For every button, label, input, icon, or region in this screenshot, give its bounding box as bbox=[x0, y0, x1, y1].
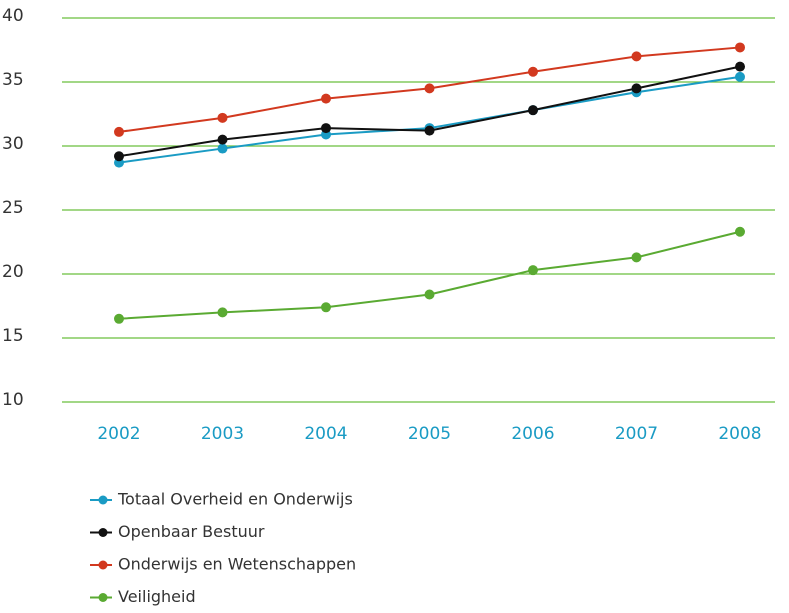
data-point bbox=[631, 51, 642, 62]
x-tick-label: 2008 bbox=[718, 424, 761, 444]
data-point bbox=[321, 302, 331, 313]
data-point bbox=[217, 112, 228, 123]
legend-marker bbox=[98, 560, 108, 570]
legend-label: Onderwijs en Wetenschappen bbox=[118, 555, 356, 574]
data-point bbox=[631, 83, 642, 94]
y-tick-label: 25 bbox=[2, 198, 24, 218]
legend-marker bbox=[98, 593, 108, 602]
data-point bbox=[321, 123, 331, 134]
legend-label: Totaal Overheid en Onderwijs bbox=[117, 490, 353, 509]
legend-label: Openbaar Bestuur bbox=[118, 522, 265, 541]
data-point bbox=[114, 313, 124, 324]
data-point bbox=[735, 71, 745, 82]
y-tick-label: 15 bbox=[2, 326, 24, 346]
data-point bbox=[217, 143, 228, 154]
data-point bbox=[217, 134, 228, 145]
y-tick-label: 30 bbox=[2, 134, 24, 154]
data-point bbox=[424, 289, 435, 300]
data-point bbox=[735, 226, 745, 237]
x-tick-label: 2005 bbox=[408, 424, 451, 444]
data-point bbox=[528, 265, 538, 276]
data-point bbox=[528, 105, 538, 116]
data-point bbox=[321, 93, 331, 104]
x-tick-label: 2004 bbox=[304, 424, 347, 444]
x-tick-label: 2002 bbox=[97, 424, 140, 444]
data-point bbox=[735, 61, 745, 72]
data-point bbox=[735, 42, 745, 53]
x-tick-label: 2007 bbox=[615, 424, 658, 444]
legend-marker bbox=[98, 528, 108, 537]
y-tick-label: 20 bbox=[2, 262, 24, 282]
y-tick-label: 10 bbox=[2, 390, 24, 410]
series-line bbox=[118, 230, 741, 320]
legend-label: Veiligheid bbox=[118, 587, 196, 606]
data-point bbox=[217, 307, 228, 318]
y-tick-label: 40 bbox=[2, 6, 24, 26]
x-tick-label: 2003 bbox=[201, 424, 244, 444]
data-point bbox=[424, 125, 435, 136]
data-point bbox=[528, 66, 538, 77]
y-tick-label: 35 bbox=[2, 70, 24, 90]
data-point bbox=[424, 83, 435, 94]
data-point bbox=[114, 151, 124, 162]
data-point bbox=[631, 252, 642, 263]
series-line bbox=[118, 65, 741, 158]
x-tick-label: 2006 bbox=[511, 424, 554, 444]
data-point bbox=[114, 126, 124, 137]
legend-marker bbox=[98, 495, 108, 505]
